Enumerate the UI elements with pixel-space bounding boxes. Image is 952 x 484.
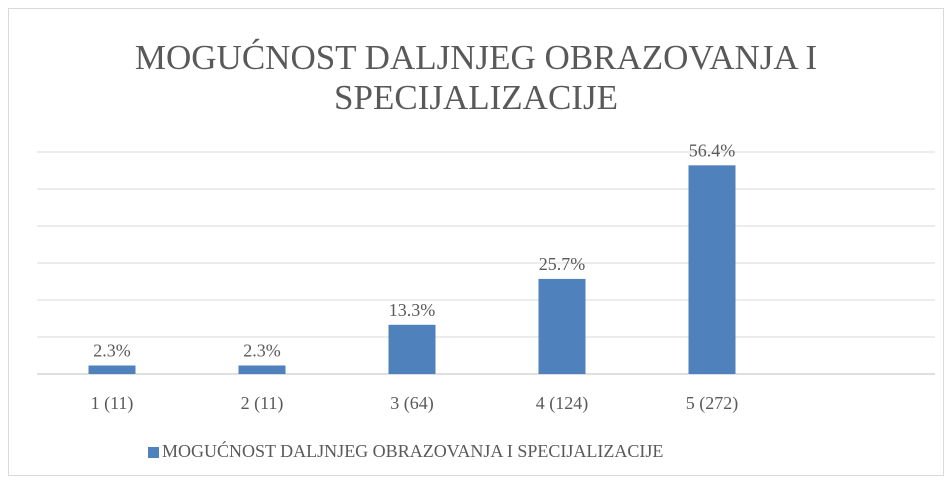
- chart-frame: [8, 8, 944, 476]
- data-label: 2.3%: [93, 341, 131, 361]
- data-label: 13.3%: [389, 300, 436, 320]
- data-label: 2.3%: [243, 341, 281, 361]
- bar: [238, 365, 286, 374]
- legend-swatch: [148, 447, 159, 458]
- bar: [388, 324, 436, 374]
- data-label: 56.4%: [689, 140, 736, 160]
- x-tick-label: 2 (11): [241, 393, 284, 414]
- x-tick-label: 4 (124): [536, 393, 589, 414]
- x-tick-label: 3 (64): [390, 393, 434, 414]
- legend-label: MOGUĆNOST DALJNJEG OBRAZOVANJA I SPECIJA…: [162, 440, 663, 461]
- chart-title: MOGUĆNOST DALJNJEG OBRAZOVANJA I SPECIJA…: [134, 38, 818, 117]
- bar: [688, 165, 736, 374]
- x-tick-label: 5 (272): [686, 393, 739, 414]
- bar: [538, 278, 586, 374]
- x-tick-label: 1 (11): [91, 393, 134, 414]
- bar: [88, 365, 136, 374]
- data-label: 25.7%: [539, 254, 586, 274]
